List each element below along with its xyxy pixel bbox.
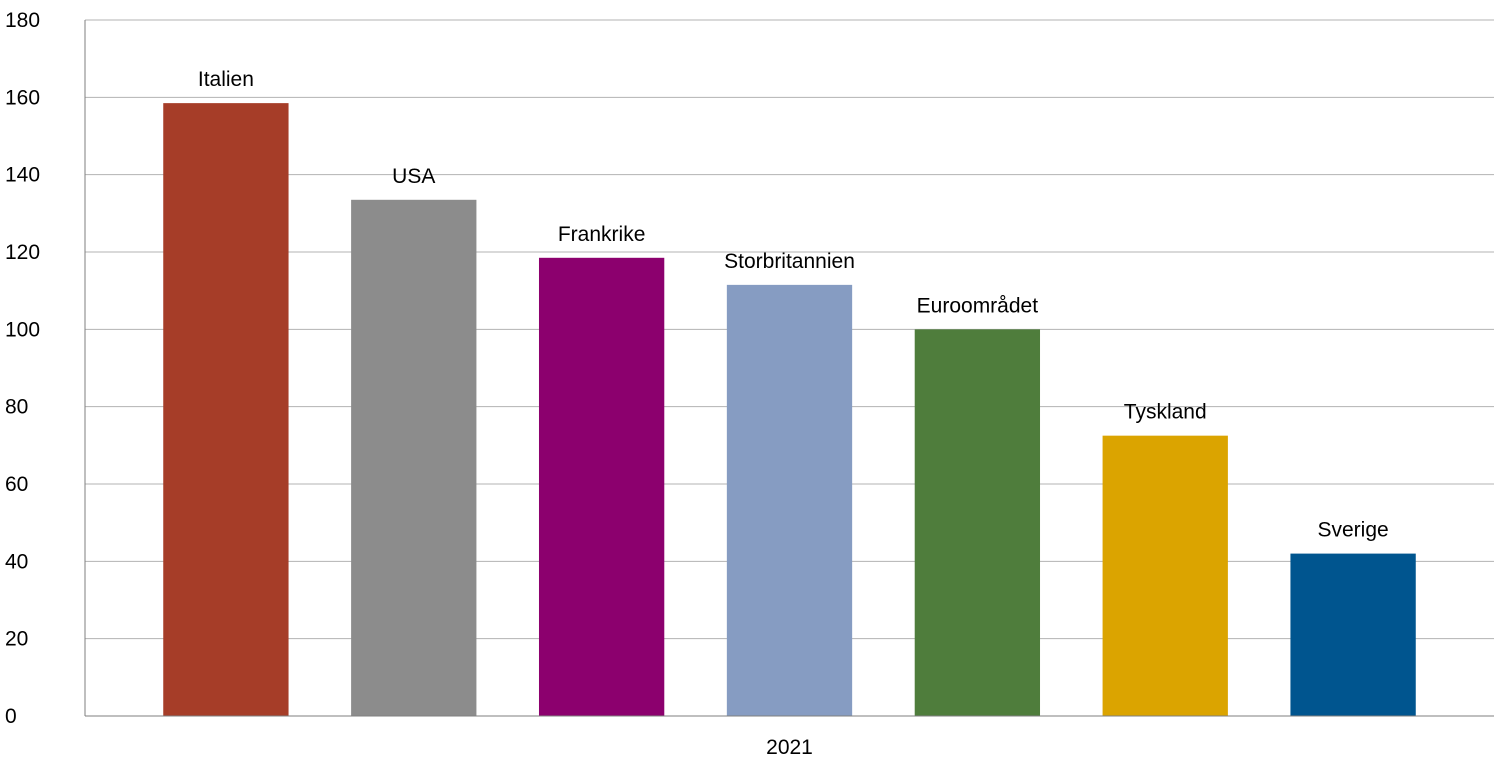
y-tick-label: 80	[5, 396, 28, 419]
bar-6	[1290, 553, 1416, 716]
bar-label-2: Frankrike	[558, 223, 646, 246]
bar-3	[726, 284, 853, 716]
y-tick-label: 160	[5, 86, 40, 109]
y-tick-label: 40	[5, 550, 28, 573]
bar-label-0: Italien	[198, 68, 254, 91]
y-tick-label: 180	[5, 9, 40, 32]
bar-4	[914, 329, 1041, 716]
y-tick-label: 120	[5, 241, 40, 264]
y-tick-label: 0	[5, 705, 17, 728]
bar-1	[351, 199, 477, 717]
bar-2	[538, 257, 665, 716]
y-tick-label: 20	[5, 628, 28, 651]
bar-0	[163, 103, 289, 717]
bar-labels: Italien USA Frankrike Storbritannien Euroomr…	[198, 68, 1389, 541]
bar-label-5: Tyskland	[1124, 401, 1207, 424]
bar-label-3: Storbritannien	[724, 250, 855, 273]
bar-label-1: USA	[392, 165, 435, 188]
bar-label-6: Sverige	[1317, 519, 1388, 542]
bars	[163, 103, 1416, 717]
y-tick-label: 100	[5, 318, 40, 341]
bar-label-4: Euroområdet	[917, 294, 1039, 317]
y-axis-ticks: 0 20 40 60 80 100 120 140 160 180	[5, 9, 40, 728]
y-tick-label: 140	[5, 164, 40, 187]
axes	[84, 20, 1494, 717]
y-tick-label: 60	[5, 473, 28, 496]
x-category-label: 2021	[766, 736, 813, 759]
bar-5	[1102, 435, 1228, 716]
